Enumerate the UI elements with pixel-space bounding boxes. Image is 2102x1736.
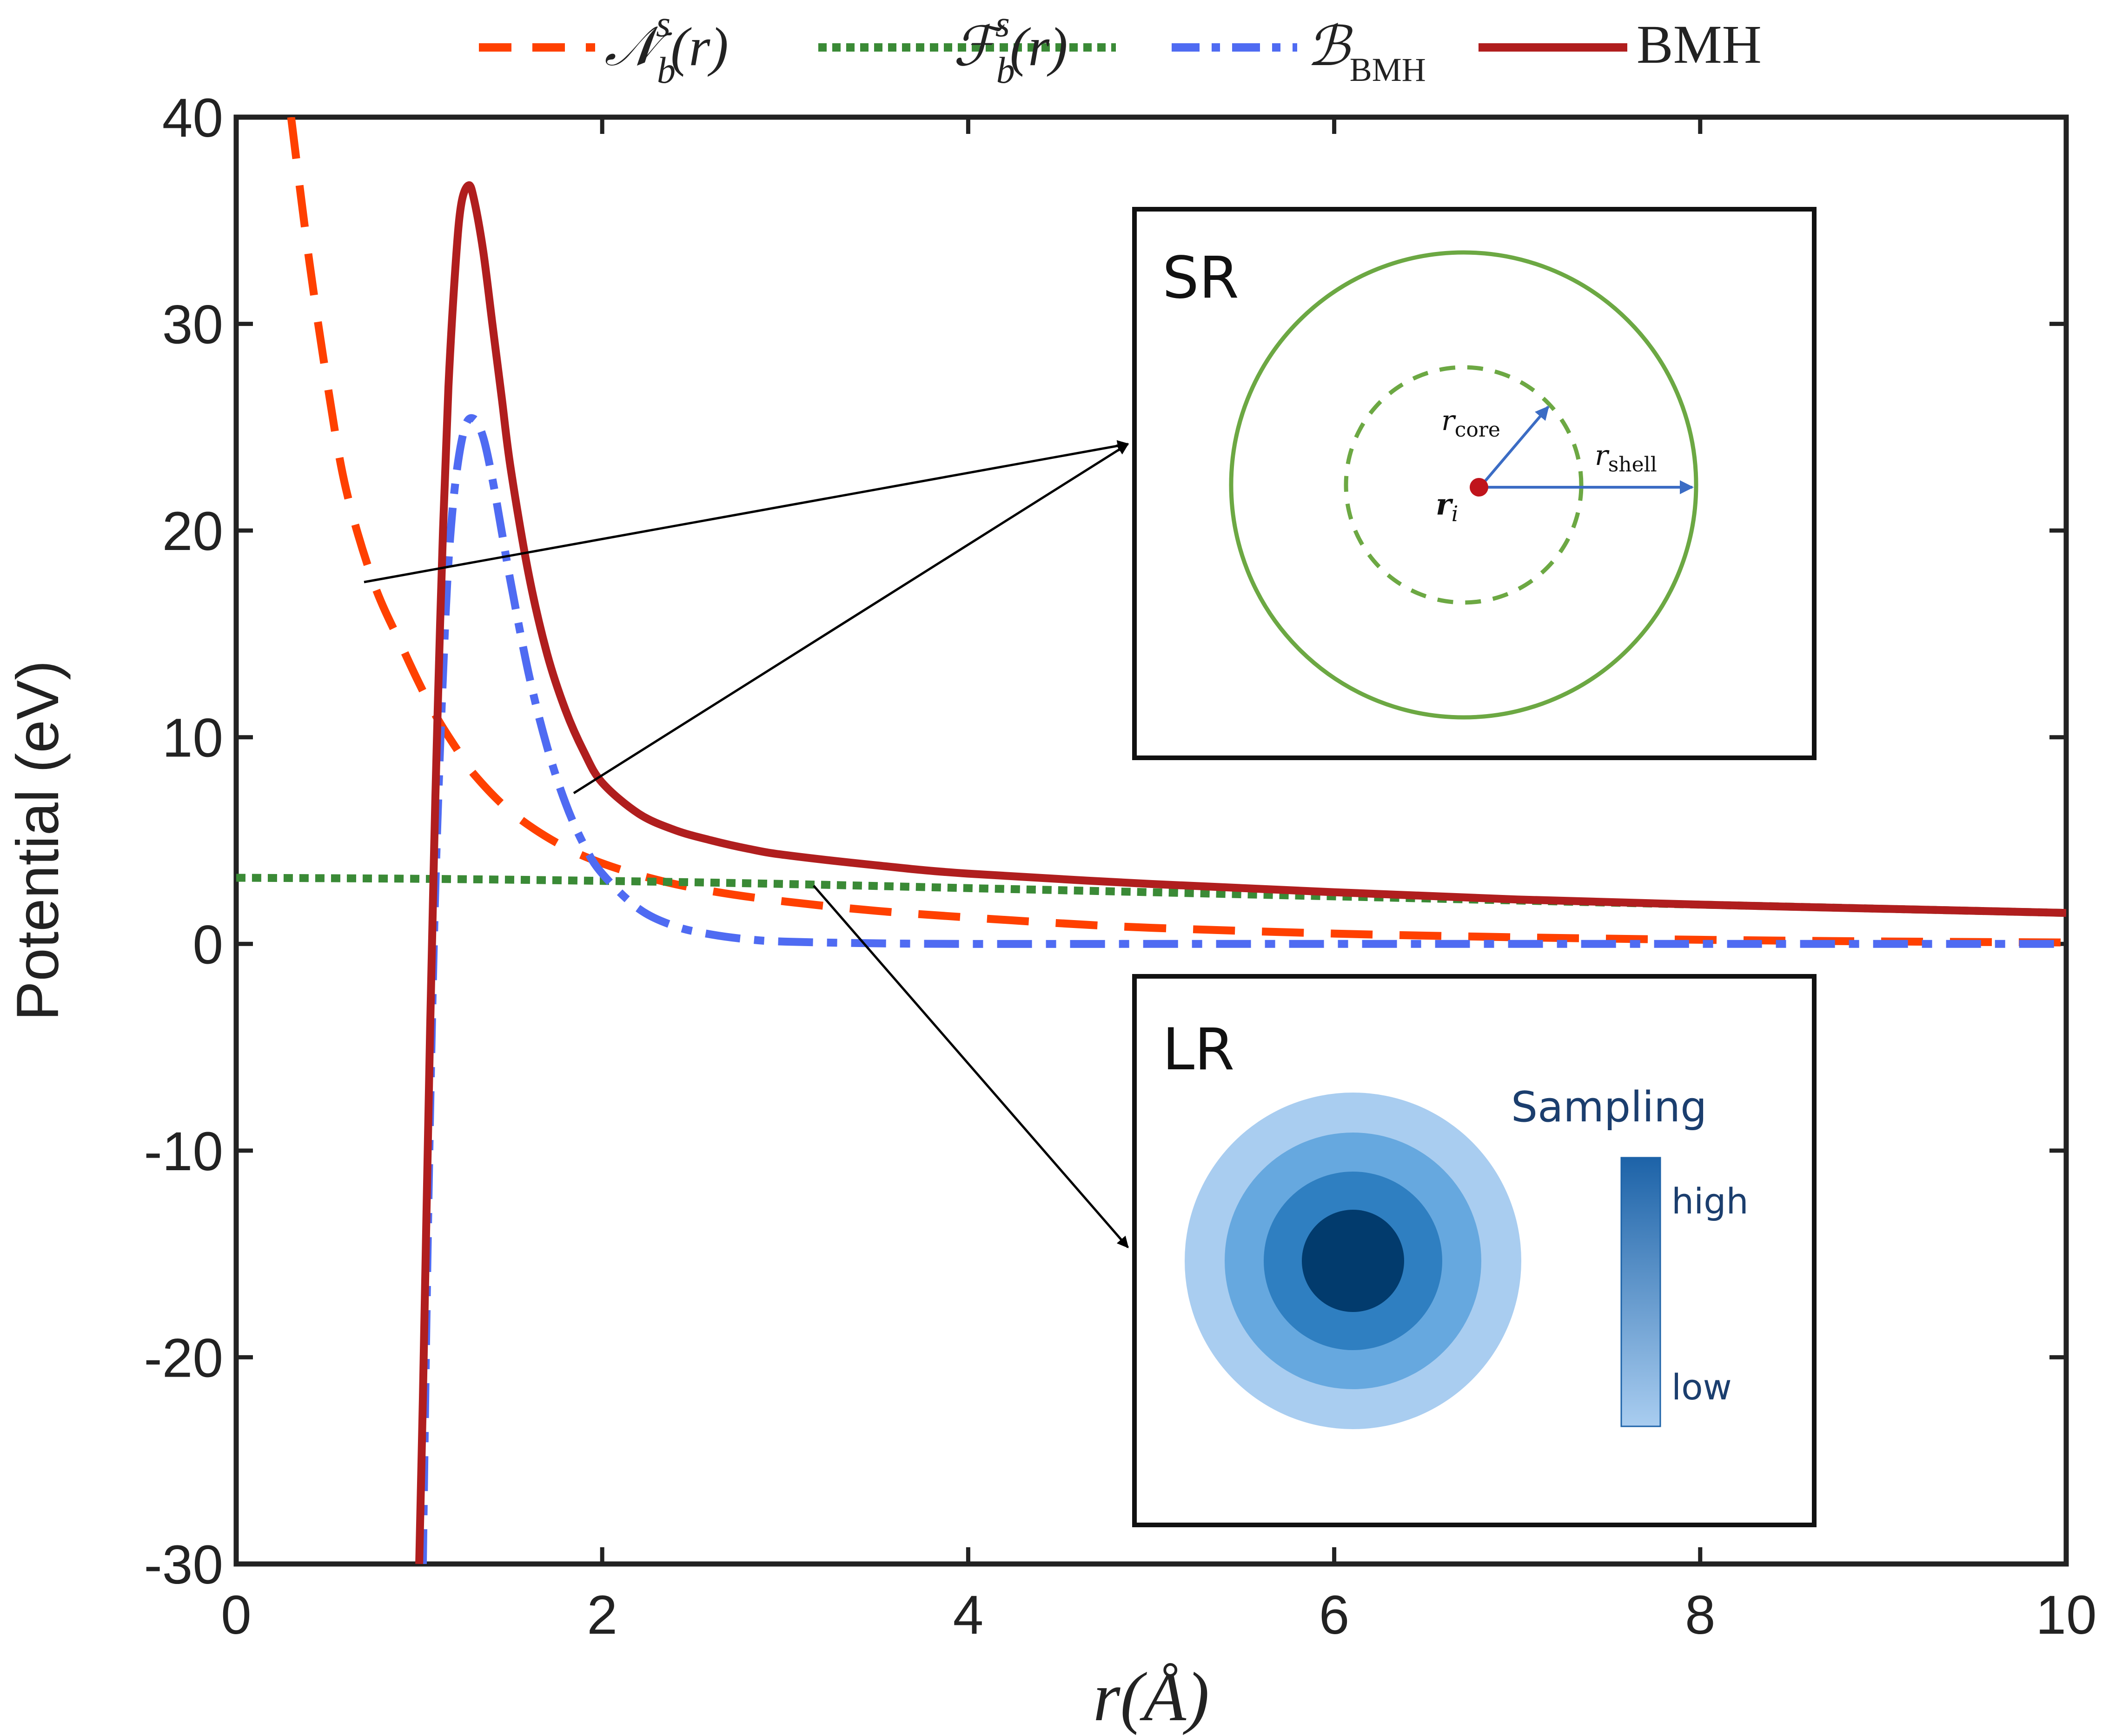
sampling-high-label: high [1671,1180,1749,1222]
sampling-low-label: low [1671,1366,1732,1408]
legend-sup-f: s [995,4,1010,45]
r-shell-sub: shell [1608,453,1657,477]
legend-label-b: ℬ [1306,16,1353,77]
x-tick-label: 2 [587,1584,617,1646]
legend-label-bmh: BMH [1637,14,1762,75]
y-tick-label: 30 [162,294,223,356]
legend-sub-n: b [657,50,676,91]
y-tick-label: 10 [162,708,223,769]
arrow-n-to-sr [364,440,1129,583]
legend-arg-n: (r) [670,16,729,77]
legend-entry-f: ℱbs(r) [818,4,1116,91]
r-i-sub: i [1452,501,1459,526]
annotation-arrows [364,440,1129,1248]
arrow-f-to-lr [813,885,1129,1248]
x-tick-label: 6 [1319,1584,1350,1646]
y-tick-label: 0 [192,914,223,975]
plot-frame [233,114,2069,1567]
x-axis-label: r(Å) [1093,1658,1209,1736]
plot-series [236,117,2066,1564]
r-core-sub: core [1455,418,1500,442]
axis-ticks: 0 2 4 6 8 10 -30 -20 -10 0 10 20 30 40 [144,87,2096,1646]
sampling-ring-core [1302,1210,1404,1312]
series-line-n [287,117,2066,947]
legend-entry-b: ℬBMH [1172,16,1426,88]
y-tick-label: -30 [144,1534,223,1596]
lr-inset: LR Sampling high low [1132,974,1817,1527]
y-tick-label: -10 [144,1121,223,1182]
center-point [1470,478,1488,497]
svg-text:rshell: rshell [1595,439,1657,477]
svg-text:ℬBMH: ℬBMH [1306,16,1426,88]
x-tick-label: 0 [221,1584,252,1646]
legend-sup-n: s [656,4,670,45]
series-line-bmh [415,181,2066,1564]
r-core-arrow [1479,405,1550,488]
y-axis-label: Potential (eV) [5,660,71,1021]
svg-text:ℱbs(r): ℱbs(r) [953,4,1068,91]
legend: 𝒩bs(r) ℱbs(r) ℬBMH BMH [479,4,1762,91]
svg-text:rcore: rcore [1441,404,1500,442]
legend-arg-f: (r) [1010,16,1068,77]
sr-inset-title: SR [1162,245,1239,311]
sampling-title: Sampling [1511,1083,1707,1132]
sr-inset: SR rcore rshell ri [1132,207,1817,760]
legend-sub-f: b [996,50,1015,91]
x-tick-label: 10 [2036,1584,2096,1646]
core-circle [1344,365,1584,605]
svg-text:𝒩bs(r): 𝒩bs(r) [604,4,729,91]
lr-inset-title: LR [1162,1016,1234,1083]
sampling-colorbar [1620,1157,1661,1427]
r-i-label: r [1436,487,1453,522]
x-tick-label: 8 [1685,1584,1716,1646]
x-tick-label: 4 [953,1584,984,1646]
r-shell-label: r [1595,439,1610,472]
y-tick-label: 20 [162,501,223,562]
y-tick-label: -20 [144,1327,223,1389]
arrow-b-to-sr [573,443,1129,795]
legend-entry-n: 𝒩bs(r) [479,4,729,91]
shell-circle [1229,250,1698,720]
svg-text:ri: ri [1436,487,1458,526]
y-tick-label: 40 [162,87,223,149]
legend-entry-bmh: BMH [1479,14,1762,75]
legend-sub-b: BMH [1350,51,1426,88]
r-core-label: r [1441,404,1456,437]
